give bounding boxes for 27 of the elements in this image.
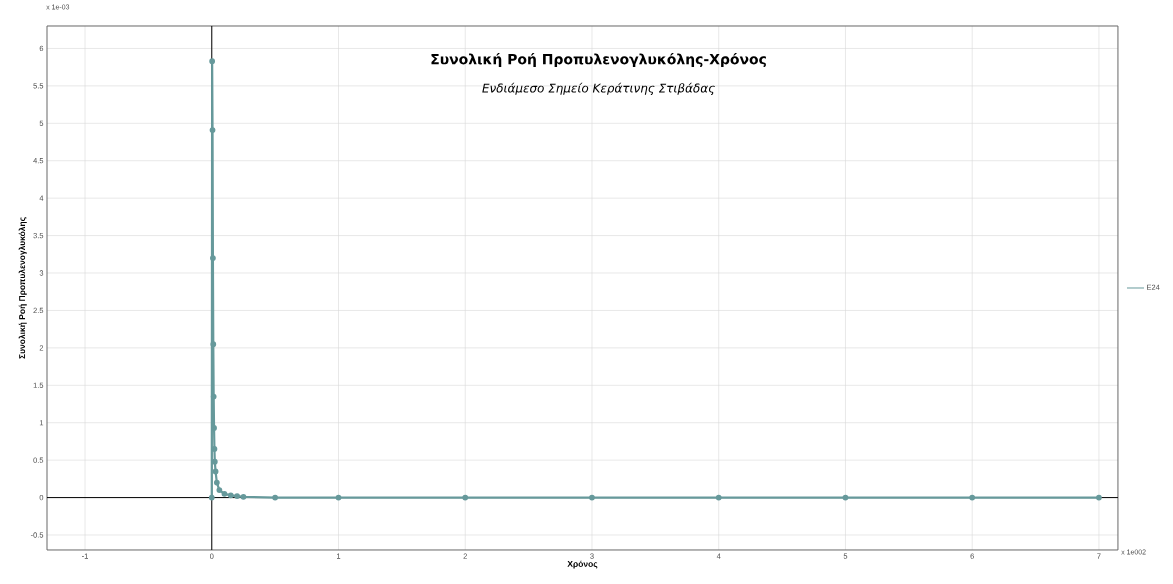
point: [715, 494, 722, 501]
point: [212, 468, 219, 475]
point: [209, 58, 216, 65]
point: [227, 492, 234, 499]
point: [210, 393, 217, 400]
point: [272, 494, 279, 501]
x-axis-title: Χρόνος: [567, 560, 598, 569]
point: [842, 494, 849, 501]
point: [213, 479, 220, 486]
point: [335, 494, 342, 501]
point: [240, 493, 247, 500]
point: [216, 487, 223, 493]
point: [210, 341, 217, 348]
text: Συνολική Ροή Προπυλενογλυκόλης-Χρόνος: [431, 53, 766, 68]
point: [208, 494, 215, 501]
point: [221, 490, 228, 497]
point: [969, 494, 976, 501]
point: [589, 494, 595, 501]
point: [462, 494, 469, 501]
point: [209, 127, 216, 133]
text: Ενδιάμεσο Σημείο Κεράτινης Στιβάδας: [482, 82, 715, 95]
point: [210, 255, 216, 261]
point: [211, 458, 218, 465]
point: [211, 446, 218, 452]
point: [234, 493, 241, 499]
y-axis-title: Συνολική Ροή Προπυλενογλυκόλης: [18, 217, 27, 359]
point: [1096, 494, 1102, 501]
